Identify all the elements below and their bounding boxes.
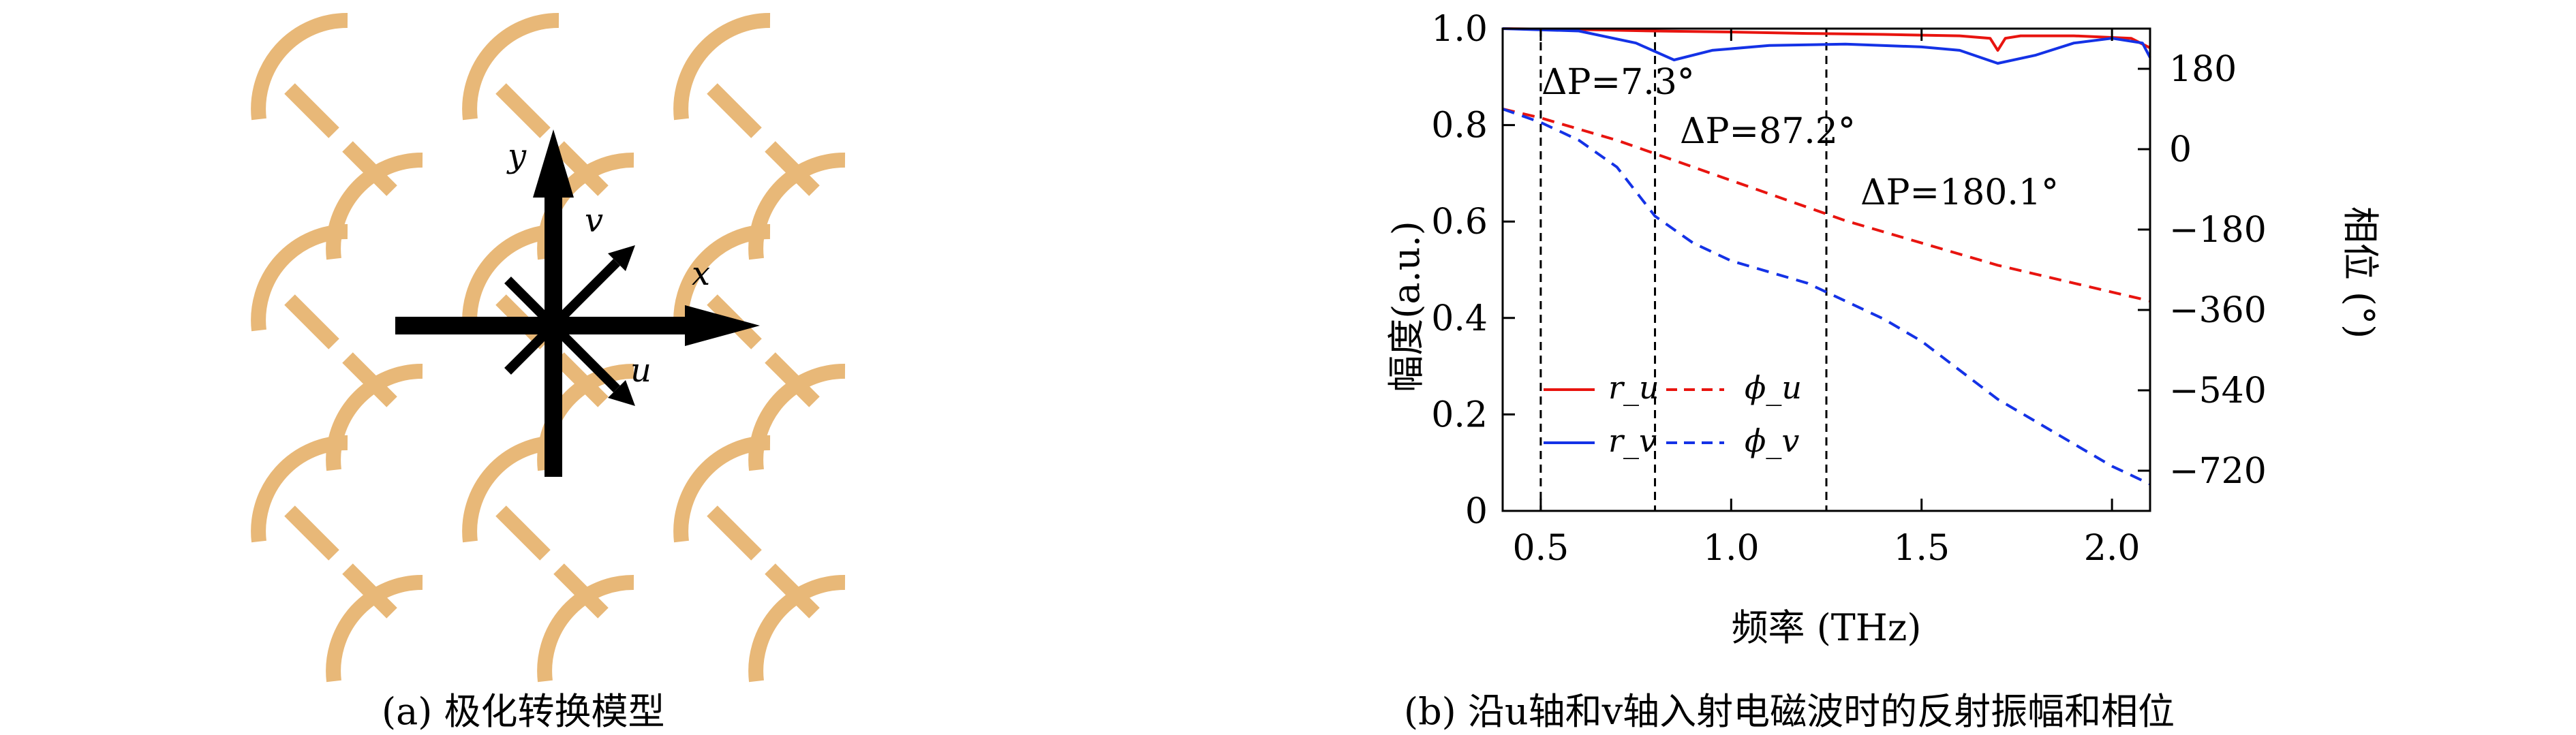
split-ring-stub bbox=[284, 83, 339, 138]
split-ring-stub bbox=[765, 563, 820, 619]
x-axis-label: x bbox=[692, 255, 710, 293]
tick-group: 0.5 1.0 1.5 2.0 0 0.2 0.4 0.6 0.8 1.0 180 0 −180 −360… bbox=[1431, 9, 2267, 569]
x-tick-label: 2.0 bbox=[2084, 528, 2141, 569]
y2-tick-label: −360 bbox=[2169, 290, 2267, 331]
split-ring-stub bbox=[284, 294, 339, 349]
plot-area bbox=[1502, 27, 2151, 511]
x-tick-label: 1.0 bbox=[1703, 528, 1760, 569]
legend-label-r-u: r_u bbox=[1608, 369, 1659, 406]
y-tick-label: 0.8 bbox=[1431, 106, 1488, 146]
unit-cell bbox=[673, 435, 846, 683]
y2-tick-label: 180 bbox=[2169, 49, 2237, 90]
series-group bbox=[1502, 27, 2151, 486]
legend: r_u ϕ_u r_v ϕ_v bbox=[1544, 369, 1802, 459]
plot-frame bbox=[1501, 27, 2151, 512]
x-tick-label: 0.5 bbox=[1513, 528, 1569, 569]
split-ring-arc bbox=[251, 12, 348, 121]
unit-cell bbox=[673, 12, 846, 260]
panel-b-caption: (b) 沿u轴和v轴入射电磁波时的反射振幅和相位 bbox=[1404, 690, 2175, 733]
split-ring-stub bbox=[284, 505, 339, 561]
panel-a-caption: (a) 极化转换模型 bbox=[382, 690, 665, 733]
split-ring-arc bbox=[673, 223, 771, 332]
split-ring-arc bbox=[251, 223, 348, 332]
y-tick-label: 1.0 bbox=[1431, 9, 1488, 50]
u-axis-arrowhead bbox=[608, 380, 635, 406]
y-tick-label: 0.2 bbox=[1431, 394, 1488, 435]
series-line-u bbox=[1502, 108, 2151, 302]
axis-arrows bbox=[395, 129, 760, 477]
split-ring-stub bbox=[495, 505, 551, 561]
delta-p-annotation-2: ΔP=87.2° bbox=[1680, 111, 1856, 152]
split-ring-stub bbox=[707, 505, 762, 561]
y2-tick-label: −540 bbox=[2169, 371, 2267, 411]
unit-cell bbox=[462, 435, 634, 683]
split-ring-arc bbox=[462, 223, 559, 332]
split-ring-stub bbox=[553, 352, 609, 407]
legend-label-phi-u: ϕ_u bbox=[1745, 369, 1802, 406]
reflection-chart: 0.5 1.0 1.5 2.0 0 0.2 0.4 0.6 0.8 1.0 180 0 −180 −360… bbox=[1385, 9, 2382, 649]
split-ring-arc bbox=[748, 574, 846, 683]
y-axis-label: y bbox=[506, 137, 527, 175]
v-axis-tail bbox=[504, 277, 557, 329]
legend-label-r-v: r_v bbox=[1608, 422, 1657, 459]
series-line-ru bbox=[1502, 27, 2151, 52]
x-axis-arrowhead bbox=[685, 305, 760, 346]
delta-p-annotation-3: ΔP=180.1° bbox=[1860, 172, 2059, 213]
split-ring-stub bbox=[342, 352, 397, 407]
split-ring-arc bbox=[462, 435, 559, 543]
split-ring-stub bbox=[342, 141, 397, 196]
y2-tick-label: 0 bbox=[2169, 129, 2192, 170]
v-axis-arrowhead bbox=[608, 245, 635, 271]
series-line-v bbox=[1502, 108, 2151, 486]
split-ring-arc bbox=[537, 574, 634, 683]
split-ring-stub bbox=[495, 83, 551, 138]
u-axis-label: u bbox=[630, 351, 651, 390]
split-ring-stub bbox=[765, 141, 820, 196]
unit-cell bbox=[251, 223, 423, 471]
split-ring-stub bbox=[553, 141, 609, 196]
split-ring-arc bbox=[462, 12, 559, 121]
y2-tick-label: −180 bbox=[2169, 210, 2267, 251]
split-ring-arc bbox=[251, 435, 348, 543]
unit-cell bbox=[251, 12, 423, 260]
split-ring-stub bbox=[765, 352, 820, 407]
legend-label-phi-v: ϕ_v bbox=[1745, 422, 1799, 459]
split-ring-stub bbox=[707, 83, 762, 138]
unit-cell bbox=[251, 435, 423, 683]
polarization-model-panel: y v x u bbox=[251, 12, 846, 683]
series-line-rv bbox=[1502, 27, 2151, 65]
split-ring-arc bbox=[673, 435, 771, 543]
v-axis-shaft bbox=[550, 259, 620, 329]
x-tick-label: 1.5 bbox=[1893, 528, 1950, 569]
u-axis-shaft bbox=[550, 322, 620, 392]
y-tick-label: 0.4 bbox=[1431, 298, 1488, 339]
split-ring-stub bbox=[342, 563, 397, 619]
x-axis-title: 频率 (THz) bbox=[1732, 606, 1922, 649]
marker-lines bbox=[1539, 29, 1828, 511]
y-axis-arrowhead bbox=[533, 129, 574, 198]
delta-p-annotation-1: ΔP=7.3° bbox=[1542, 62, 1695, 103]
y-tick-label: 0.6 bbox=[1431, 202, 1488, 243]
split-ring-stub bbox=[553, 563, 609, 619]
split-ring-arc bbox=[673, 12, 771, 121]
y2-axis-title: 相位 (°) bbox=[2339, 206, 2382, 339]
y-tick-label: 0 bbox=[1465, 491, 1488, 532]
u-axis-tail bbox=[504, 322, 557, 375]
y-axis-title: 幅度(a.u.) bbox=[1385, 221, 1428, 392]
y2-tick-label: −720 bbox=[2169, 451, 2267, 492]
v-axis-label: v bbox=[585, 202, 603, 240]
split-ring-arc bbox=[326, 574, 423, 683]
